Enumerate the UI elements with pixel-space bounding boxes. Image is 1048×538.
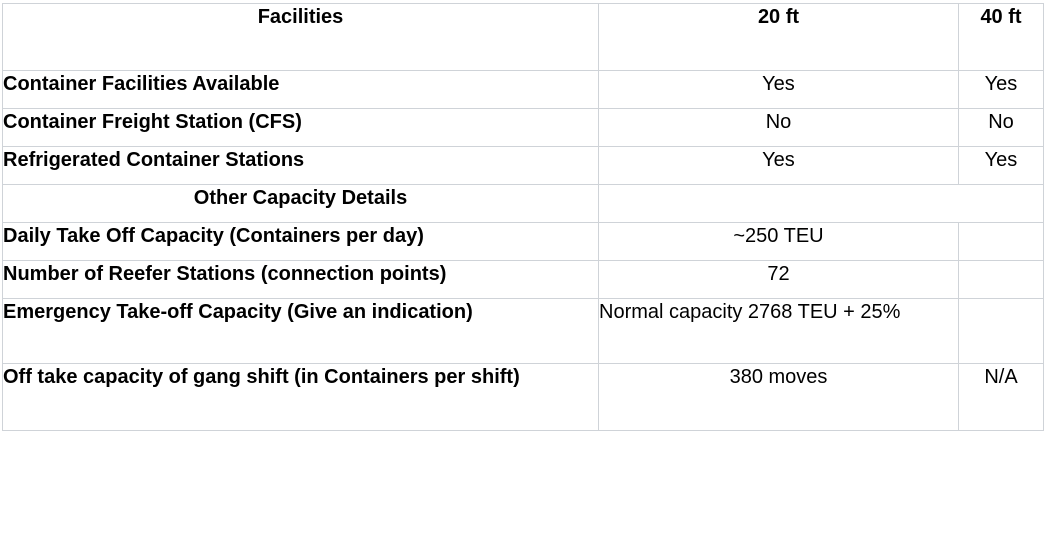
row-value: ~250 TEU <box>598 222 959 261</box>
table-row: Emergency Take-off Capacity (Give an ind… <box>2 298 1044 364</box>
row-value-20ft: Yes <box>598 146 959 185</box>
table-row: Daily Take Off Capacity (Containers per … <box>2 222 1044 261</box>
table-row: Refrigerated Container Stations Yes Yes <box>2 146 1044 185</box>
row-label: Container Freight Station (CFS) <box>2 108 599 147</box>
header-40ft: 40 ft <box>958 3 1044 71</box>
row-value: 72 <box>598 260 959 299</box>
empty-cell <box>958 298 1044 364</box>
empty-cell <box>598 184 1044 223</box>
other-capacity-title: Other Capacity Details <box>2 184 599 223</box>
row-value-20ft: 380 moves <box>598 363 959 431</box>
table-row: Number of Reefer Stations (connection po… <box>2 260 1044 299</box>
row-label: Emergency Take-off Capacity (Give an ind… <box>2 298 599 364</box>
row-value-20ft: No <box>598 108 959 147</box>
empty-cell <box>958 260 1044 299</box>
table-row: Container Facilities Available Yes Yes <box>2 70 1044 109</box>
row-label: Off take capacity of gang shift (in Cont… <box>2 363 599 431</box>
row-label: Daily Take Off Capacity (Containers per … <box>2 222 599 261</box>
row-value-20ft: Yes <box>598 70 959 109</box>
row-label: Refrigerated Container Stations <box>2 146 599 185</box>
row-value: Normal capacity 2768 TEU + 25% <box>598 298 959 364</box>
row-value-40ft: N/A <box>958 363 1044 431</box>
table-row: Off take capacity of gang shift (in Cont… <box>2 363 1044 431</box>
row-value-40ft: Yes <box>958 146 1044 185</box>
row-value-40ft: Yes <box>958 70 1044 109</box>
row-value-40ft: No <box>958 108 1044 147</box>
header-20ft: 20 ft <box>598 3 959 71</box>
other-capacity-header-row: Other Capacity Details <box>2 184 1044 223</box>
table-header-row: Facilities 20 ft 40 ft <box>2 3 1044 71</box>
header-facilities: Facilities <box>2 3 599 71</box>
facilities-table: Facilities 20 ft 40 ft Container Facilit… <box>2 3 1044 431</box>
table-row: Container Freight Station (CFS) No No <box>2 108 1044 147</box>
row-label: Number of Reefer Stations (connection po… <box>2 260 599 299</box>
row-label: Container Facilities Available <box>2 70 599 109</box>
empty-cell <box>958 222 1044 261</box>
